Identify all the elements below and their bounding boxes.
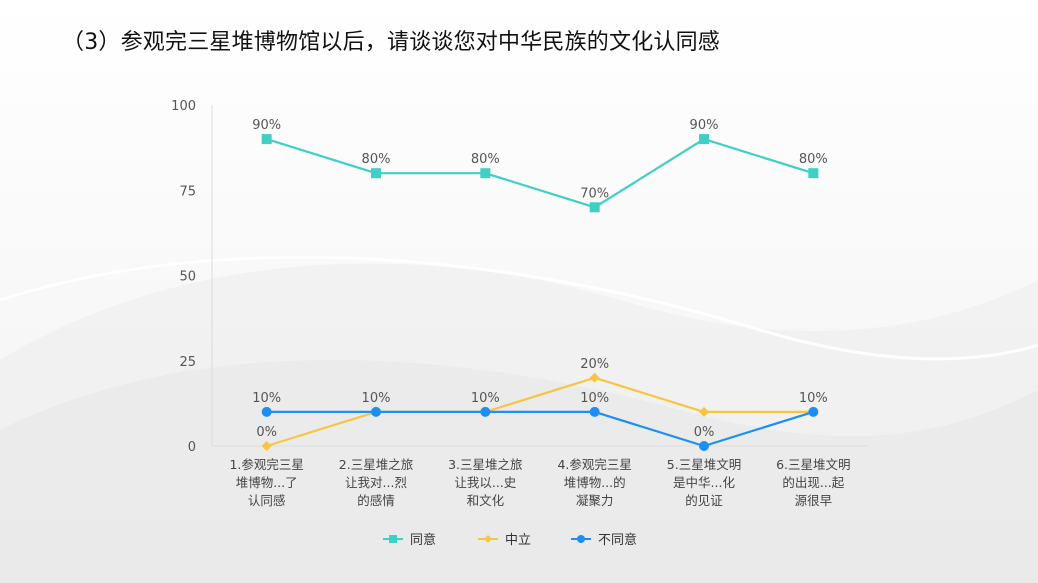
- series-line-neutral: [266, 376, 814, 448]
- x-tick-label: 认同感: [248, 493, 286, 508]
- series-line-agree: [266, 138, 814, 209]
- data-point-disagree: [261, 406, 272, 417]
- data-point-neutral: [589, 372, 600, 383]
- x-tick-label: 6.三星堆文明: [776, 457, 850, 472]
- x-tick-label: 的感情: [357, 493, 395, 508]
- legend-label-neutral: 中立: [505, 533, 531, 548]
- data-label-agree: 80%: [362, 152, 391, 167]
- data-label-disagree: 10%: [580, 391, 609, 406]
- data-point-agree: [480, 168, 491, 179]
- data-point-disagree: [371, 406, 381, 417]
- y-tick-label: 75: [179, 184, 196, 199]
- data-point-agree: [371, 168, 381, 179]
- data-label-neutral: 20%: [580, 357, 609, 372]
- data-label-disagree: 10%: [362, 391, 391, 406]
- y-tick-label: 50: [179, 270, 196, 285]
- legend-label-disagree: 不同意: [598, 532, 637, 548]
- x-tick-label: 的见证: [685, 493, 723, 508]
- data-point-agree: [699, 134, 709, 145]
- data-point-neutral: [261, 441, 272, 451]
- legend-marker-agree: [389, 535, 397, 543]
- data-label-neutral: 0%: [256, 425, 277, 440]
- x-tick-label: 让我对...烈: [345, 475, 407, 490]
- y-tick-label: 0: [188, 440, 196, 455]
- data-point-disagree: [480, 406, 491, 417]
- x-tick-label: 5.三星堆文明: [667, 457, 741, 472]
- legend-marker-disagree: [577, 535, 585, 543]
- data-point-neutral: [699, 406, 709, 417]
- data-label-agree: 80%: [471, 152, 500, 167]
- y-tick-label: 25: [179, 355, 196, 370]
- data-point-agree: [808, 168, 819, 179]
- data-label-agree: 90%: [252, 118, 281, 133]
- y-tick-label: 100: [171, 99, 196, 114]
- data-label-disagree: 0%: [694, 425, 715, 440]
- data-point-agree: [261, 134, 272, 145]
- series-line-disagree: [266, 410, 814, 448]
- page-title: （3）参观完三星堆博物馆以后，请谈谈您对中华民族的文化认同感: [62, 30, 720, 55]
- x-tick-label: 堆博物...的: [564, 475, 626, 490]
- data-label-disagree: 10%: [799, 391, 828, 406]
- x-tick-label: 源很早: [795, 493, 833, 508]
- x-tick-label: 让我以...史: [454, 475, 516, 490]
- x-tick-label: 堆博物...了: [236, 475, 298, 490]
- data-point-disagree: [808, 406, 819, 417]
- data-point-disagree: [699, 441, 709, 451]
- data-label-agree: 90%: [690, 118, 719, 133]
- data-point-disagree: [589, 406, 600, 417]
- x-tick-label: 2.三星堆之旅: [339, 457, 413, 472]
- data-label-agree: 70%: [580, 186, 609, 201]
- data-label-agree: 80%: [799, 152, 828, 167]
- x-tick-label: 凝聚力: [576, 493, 614, 508]
- x-tick-label: 4.参观完三星: [557, 457, 631, 472]
- data-point-agree: [589, 202, 600, 213]
- x-tick-label: 1.参观完三星: [229, 457, 303, 472]
- x-tick-label: 的出现...起: [782, 475, 844, 490]
- data-label-disagree: 10%: [471, 391, 500, 406]
- data-label-disagree: 10%: [252, 391, 281, 406]
- legend-marker-neutral: [484, 535, 492, 543]
- x-tick-label: 是中华...化: [673, 475, 735, 490]
- x-tick-label: 和文化: [467, 493, 505, 508]
- x-tick-label: 3.三星堆之旅: [448, 457, 522, 472]
- legend-label-agree: 同意: [410, 532, 436, 548]
